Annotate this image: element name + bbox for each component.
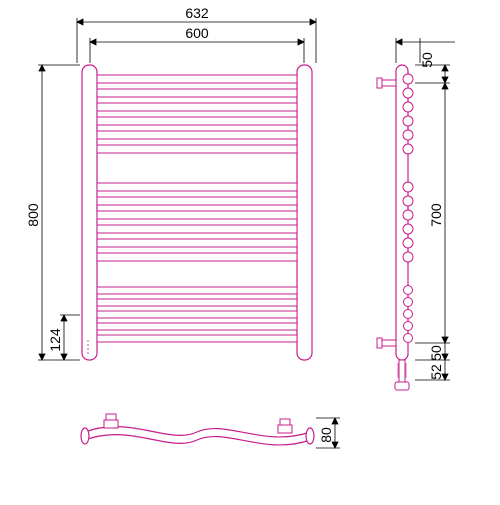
dim-lower-side-1: 50 bbox=[428, 345, 444, 361]
drawing-canvas: 632 600 800 124 bbox=[0, 0, 500, 500]
dim-middle-side: 700 bbox=[428, 203, 444, 227]
front-view bbox=[82, 65, 312, 360]
technical-drawing: 632 600 800 124 bbox=[0, 0, 500, 500]
top-view bbox=[81, 414, 314, 445]
dim-top-side: 50 bbox=[419, 52, 435, 68]
side-view bbox=[377, 65, 413, 390]
dim-profile-depth: 80 bbox=[318, 427, 334, 443]
dim-height: 800 bbox=[25, 203, 41, 227]
dim-bottom-offset: 124 bbox=[47, 328, 63, 352]
dim-lower-side-2: 52 bbox=[428, 364, 444, 380]
dim-outer-width: 632 bbox=[185, 5, 209, 21]
dim-inner-width: 600 bbox=[185, 25, 209, 41]
